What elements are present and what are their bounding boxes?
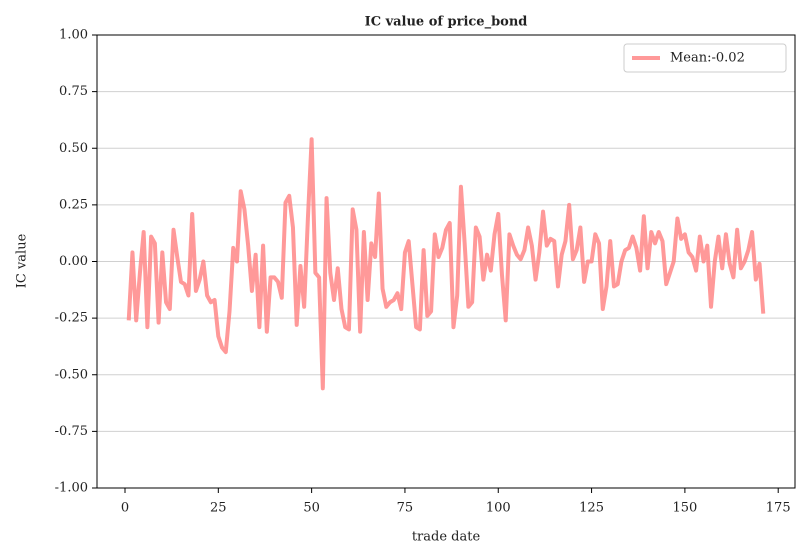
y-tick-label: 0.75 [59, 84, 88, 99]
y-tick-label: -0.50 [55, 367, 88, 382]
data-line [126, 137, 766, 391]
y-tick-label: -1.00 [55, 481, 88, 496]
y-tick-label: 0.50 [59, 141, 88, 156]
chart-title: IC value of price_bond [365, 15, 528, 30]
x-tick-label: 25 [210, 501, 227, 516]
y-tick-label: 0.00 [59, 254, 88, 269]
legend-label: Mean:-0.02 [670, 51, 745, 66]
x-tick-label: 150 [672, 501, 697, 516]
x-tick-label: 50 [303, 501, 320, 516]
x-tick-label: 125 [579, 501, 604, 516]
x-tick-label: 0 [121, 501, 129, 516]
legend-box [623, 43, 787, 73]
y-tick-label: -0.25 [55, 311, 88, 326]
y-tick-label: 0.25 [59, 197, 88, 212]
axes-frame [96, 34, 796, 489]
x-tick-label: 100 [486, 501, 511, 516]
x-axis-label: trade date [412, 530, 481, 545]
y-axis-label: IC value [15, 233, 30, 288]
x-tick-label: 175 [766, 501, 791, 516]
x-tick-label: 75 [397, 501, 414, 516]
y-tick-label: -0.75 [55, 424, 88, 439]
y-tick-label: 1.00 [59, 28, 88, 43]
